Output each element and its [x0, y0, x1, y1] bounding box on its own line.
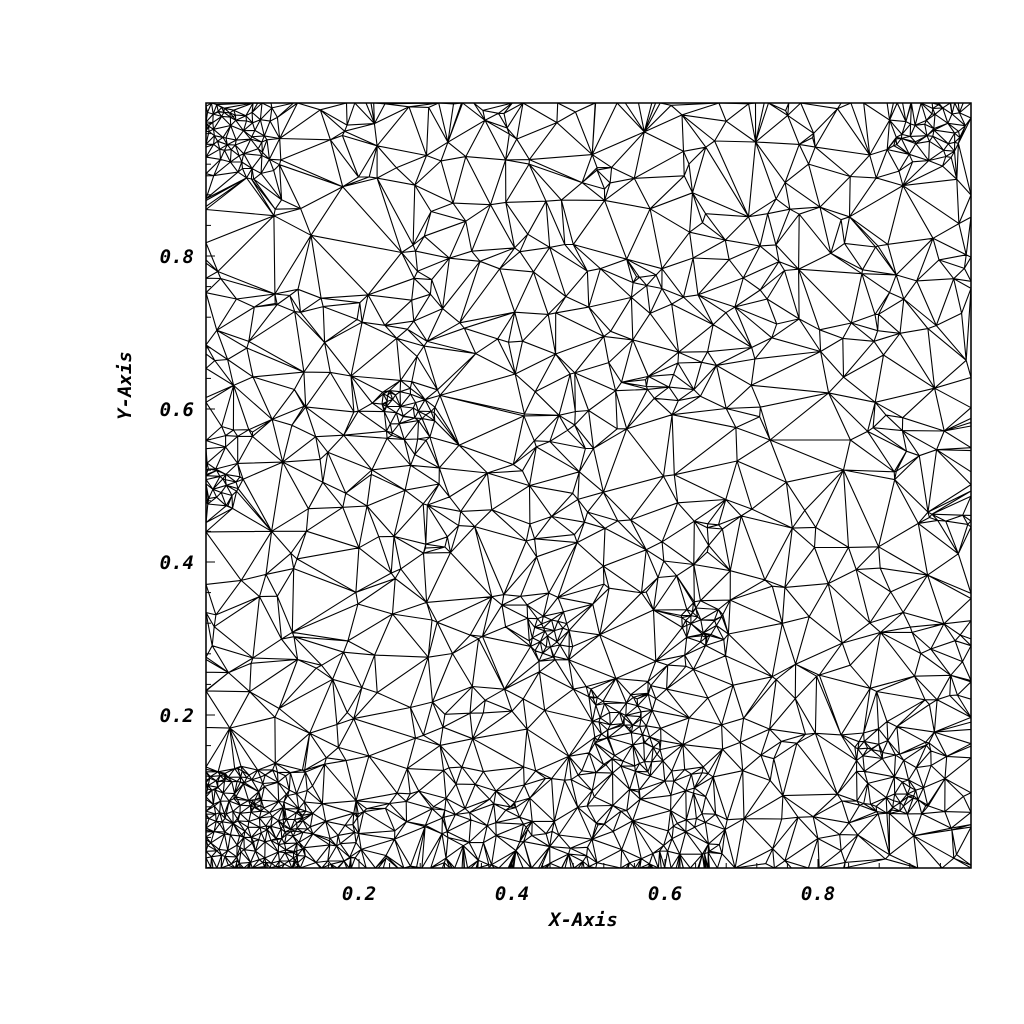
x-tick-label: 0.2: [342, 883, 376, 905]
x-tick-label: 0.4: [495, 883, 529, 905]
x-tick-labels: 0.2 0.4 0.6 0.8: [342, 883, 835, 905]
axis-ticks: [205, 102, 972, 869]
plot-frame: [205, 102, 972, 869]
y-tick-label: 0.2: [160, 705, 194, 727]
triangulation-mesh: [205, 102, 972, 869]
x-tick-label: 0.6: [648, 883, 682, 905]
x-axis-title: X-Axis: [547, 909, 618, 931]
y-tick-label: 0.6: [160, 399, 194, 421]
y-tick-label: 0.4: [160, 552, 194, 574]
y-axis-title: Y-Axis: [114, 351, 136, 420]
y-tick-label: 0.8: [160, 246, 194, 268]
y-tick-labels: 0.2 0.4 0.6 0.8: [160, 246, 194, 727]
mesh-edges: [205, 102, 972, 869]
x-tick-label: 0.8: [801, 883, 835, 905]
